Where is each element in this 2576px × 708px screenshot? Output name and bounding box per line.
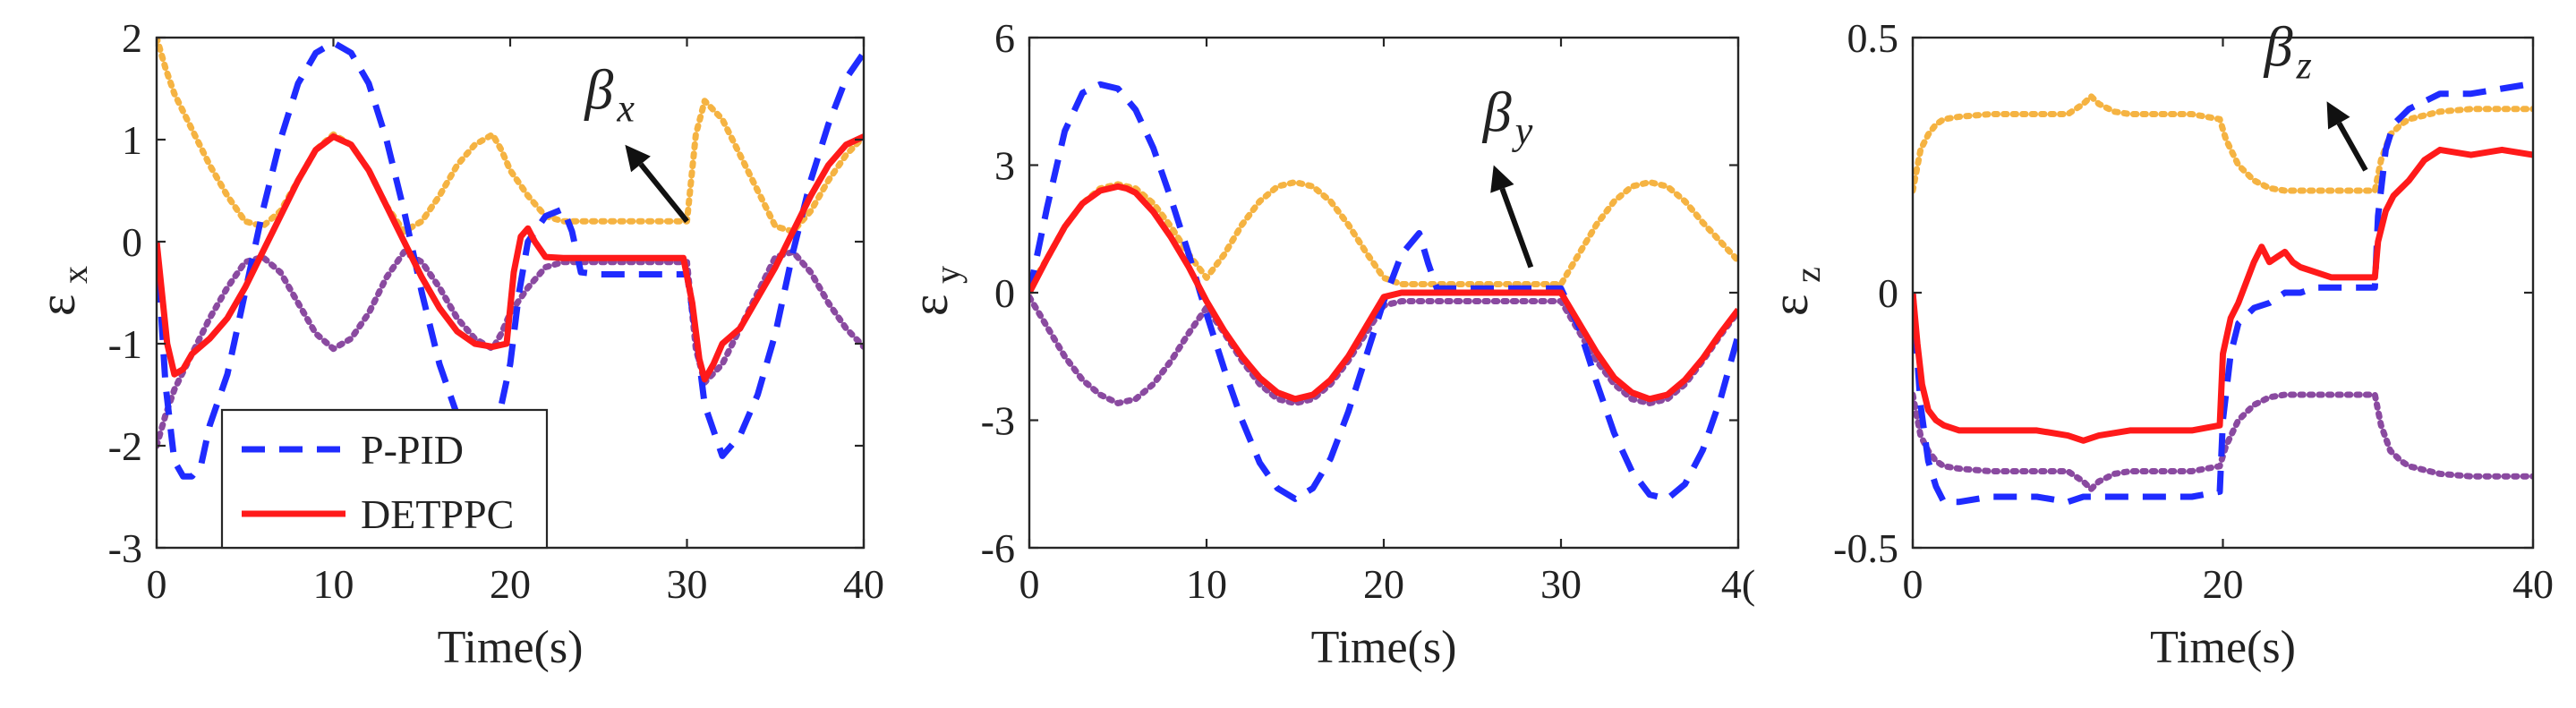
series-line-detppc — [1913, 146, 2533, 444]
y-axis-symbol: ε — [900, 294, 959, 316]
y-axis-symbol: ε — [28, 294, 86, 316]
x-tick-label: 40 — [843, 561, 884, 607]
annotation-beta: β — [1481, 81, 1512, 144]
annotation-arrow-shaft — [2336, 122, 2368, 172]
x-tick-label: 10 — [1186, 561, 1227, 607]
annotation-arrow-head — [2326, 101, 2350, 130]
y-tick-label: 0 — [122, 219, 142, 265]
legend-label: P-PID — [361, 427, 464, 473]
y-tick-label: -2 — [108, 423, 142, 469]
annotation-arrow-head — [625, 144, 651, 173]
series-line-p-pid — [157, 39, 864, 480]
series-line-lower-bound — [1913, 391, 2533, 492]
y-axis-symbol: ε — [1761, 294, 1819, 316]
y-axis-title: εx — [28, 266, 95, 316]
x-axis-title: Time(s) — [438, 622, 584, 673]
x-tick-label: 30 — [667, 561, 708, 607]
y-tick-label: 3 — [994, 143, 1015, 189]
x-tick-label: 10 — [313, 561, 354, 607]
annotation-arrow-head — [1490, 165, 1514, 193]
y-tick-label: -6 — [981, 525, 1015, 571]
y-tick-label: -0.5 — [1833, 525, 1898, 571]
series-group — [1913, 80, 2533, 506]
legend-label: DETPPC — [361, 491, 514, 537]
x-axis-title: Time(s) — [1311, 622, 1457, 673]
annotation-arrow-shaft — [638, 162, 689, 224]
x-tick-label: 20 — [2203, 561, 2244, 607]
series-group — [157, 38, 864, 480]
y-tick-label: 0 — [994, 270, 1015, 316]
y-axis-subscript: z — [1787, 267, 1828, 283]
x-tick-label: 20 — [490, 561, 531, 607]
y-axis-subscript: x — [55, 266, 95, 284]
series-line-upper-bound — [157, 38, 864, 235]
y-tick-label: -3 — [108, 525, 142, 571]
x-tick-label: 0 — [147, 561, 167, 607]
y-tick-label: 6 — [994, 15, 1015, 61]
legend-box — [220, 408, 549, 550]
series-line-detppc — [1029, 183, 1738, 403]
x-axis-title: Time(s) — [2150, 622, 2296, 673]
y-axis-subscript: y — [927, 266, 968, 284]
series-line-p-pid — [1029, 81, 1738, 502]
annotation-beta-subscript: z — [2296, 43, 2312, 87]
series-line-lower-bound — [1029, 294, 1738, 406]
x-tick-label: 0 — [1903, 561, 1923, 607]
y-tick-label: -1 — [108, 321, 142, 367]
legend: P-PID DETPPC — [220, 408, 549, 550]
series-line-p-pid — [1913, 80, 2533, 506]
y-axis-title: εz — [1761, 267, 1828, 316]
y-tick-label: 1 — [122, 117, 142, 163]
annotation-beta-subscript: y — [1512, 109, 1533, 153]
annotation-beta: β — [583, 58, 613, 122]
annotation-beta: β — [2263, 14, 2293, 78]
y-tick-label: -3 — [981, 398, 1015, 444]
y-tick-label: 0.5 — [1847, 15, 1899, 61]
series-line-upper-bound — [1029, 179, 1738, 292]
x-tick-label: 40 — [2512, 561, 2554, 607]
x-tick-label: 30 — [1540, 561, 1582, 607]
annotation-arrow-shaft — [1499, 187, 1534, 269]
series-line-detppc — [157, 133, 864, 383]
x-tick-label: 0 — [1019, 561, 1040, 607]
series-line-upper-bound — [1913, 93, 2533, 194]
y-tick-label: 0 — [1878, 270, 1898, 316]
y-tick-label: 2 — [122, 15, 142, 61]
series-group — [1029, 81, 1738, 502]
x-tick-label: 20 — [1363, 561, 1404, 607]
x-tick-label: 4( — [1721, 561, 1755, 607]
y-axis-title: εy — [900, 266, 968, 316]
annotation-beta-subscript: x — [616, 87, 635, 131]
